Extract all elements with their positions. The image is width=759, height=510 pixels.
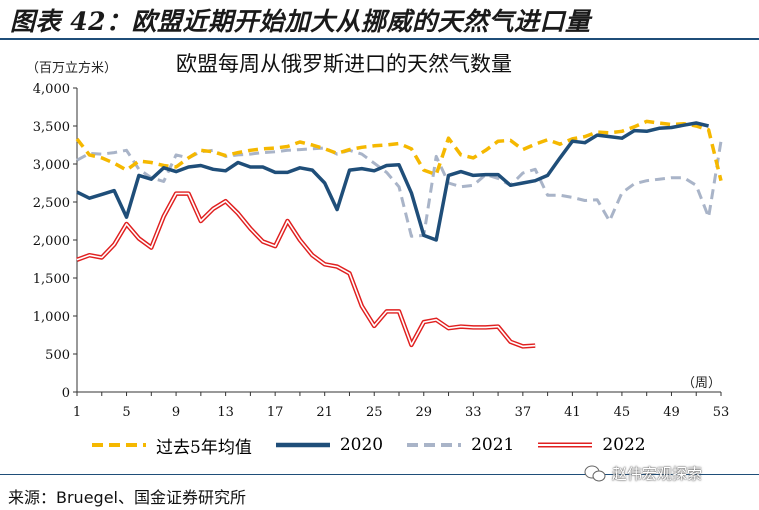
chart-legend: 过去5年均值 2020 2021 2022 — [90, 432, 668, 458]
watermark: 赵伟宏观探索 — [584, 463, 702, 484]
watermark-text: 赵伟宏观探索 — [612, 465, 703, 483]
y-tick-label: 500 — [45, 348, 70, 363]
legend-label: 2020 — [339, 435, 384, 455]
series-line-2022-inner — [76, 192, 536, 348]
x-tick-label: 17 — [267, 405, 284, 420]
y-tick-label: 1,000 — [33, 310, 70, 325]
y-axis-unit-label: （百万立方米） — [26, 61, 118, 76]
y-tick-label: 2,500 — [33, 196, 70, 211]
x-tick-label: 53 — [713, 405, 730, 420]
source-note: 来源：Bruegel、国金证券研究所 — [8, 488, 246, 507]
x-tick-label: 33 — [465, 405, 482, 420]
x-tick-label: 37 — [515, 405, 532, 420]
series-line-2022 — [76, 191, 536, 349]
x-tick-label: 5 — [122, 405, 130, 420]
legend-item: 2022 — [536, 435, 646, 455]
legend-item: 过去5年均值 — [90, 433, 252, 458]
legend-label: 2021 — [471, 435, 515, 455]
x-tick-label: 9 — [172, 405, 180, 420]
legend-swatch — [407, 443, 462, 447]
y-tick-label: 0 — [62, 386, 70, 401]
y-tick-label: 2,000 — [33, 234, 70, 249]
x-tick-label: 49 — [663, 405, 680, 420]
legend-label: 过去5年均值 — [156, 437, 252, 458]
y-tick-label: 4,000 — [33, 82, 70, 97]
legend-item: 2021 — [405, 435, 514, 455]
legend-swatch — [538, 442, 593, 448]
bottom-rule — [0, 474, 759, 475]
x-tick-label: 13 — [217, 405, 234, 420]
series-line-2021 — [76, 140, 723, 238]
legend-swatch — [275, 442, 330, 448]
x-tick-label: 25 — [366, 405, 383, 420]
x-tick-label: 1 — [73, 405, 81, 420]
wechat-icon — [584, 465, 606, 481]
legend-swatch — [92, 443, 146, 447]
top-rule — [0, 38, 759, 40]
figure-title: 图表 42：欧盟近期开始加大从挪威的天然气进口量 — [10, 7, 591, 36]
chart-title: 欧盟每周从俄罗斯进口的天然气数量 — [176, 52, 512, 76]
y-tick-label: 3,500 — [33, 120, 70, 135]
legend-label: 2022 — [602, 435, 646, 455]
x-tick-label: 45 — [614, 405, 631, 420]
series-line-2020 — [76, 121, 710, 242]
legend-item: 2020 — [274, 435, 383, 455]
x-tick-label: 41 — [564, 405, 581, 420]
x-tick-label: 21 — [316, 405, 333, 420]
x-axis-label: （周） — [682, 376, 722, 391]
x-tick-label: 29 — [415, 405, 432, 420]
y-tick-label: 3,000 — [33, 158, 70, 173]
y-tick-label: 1,500 — [33, 272, 70, 287]
